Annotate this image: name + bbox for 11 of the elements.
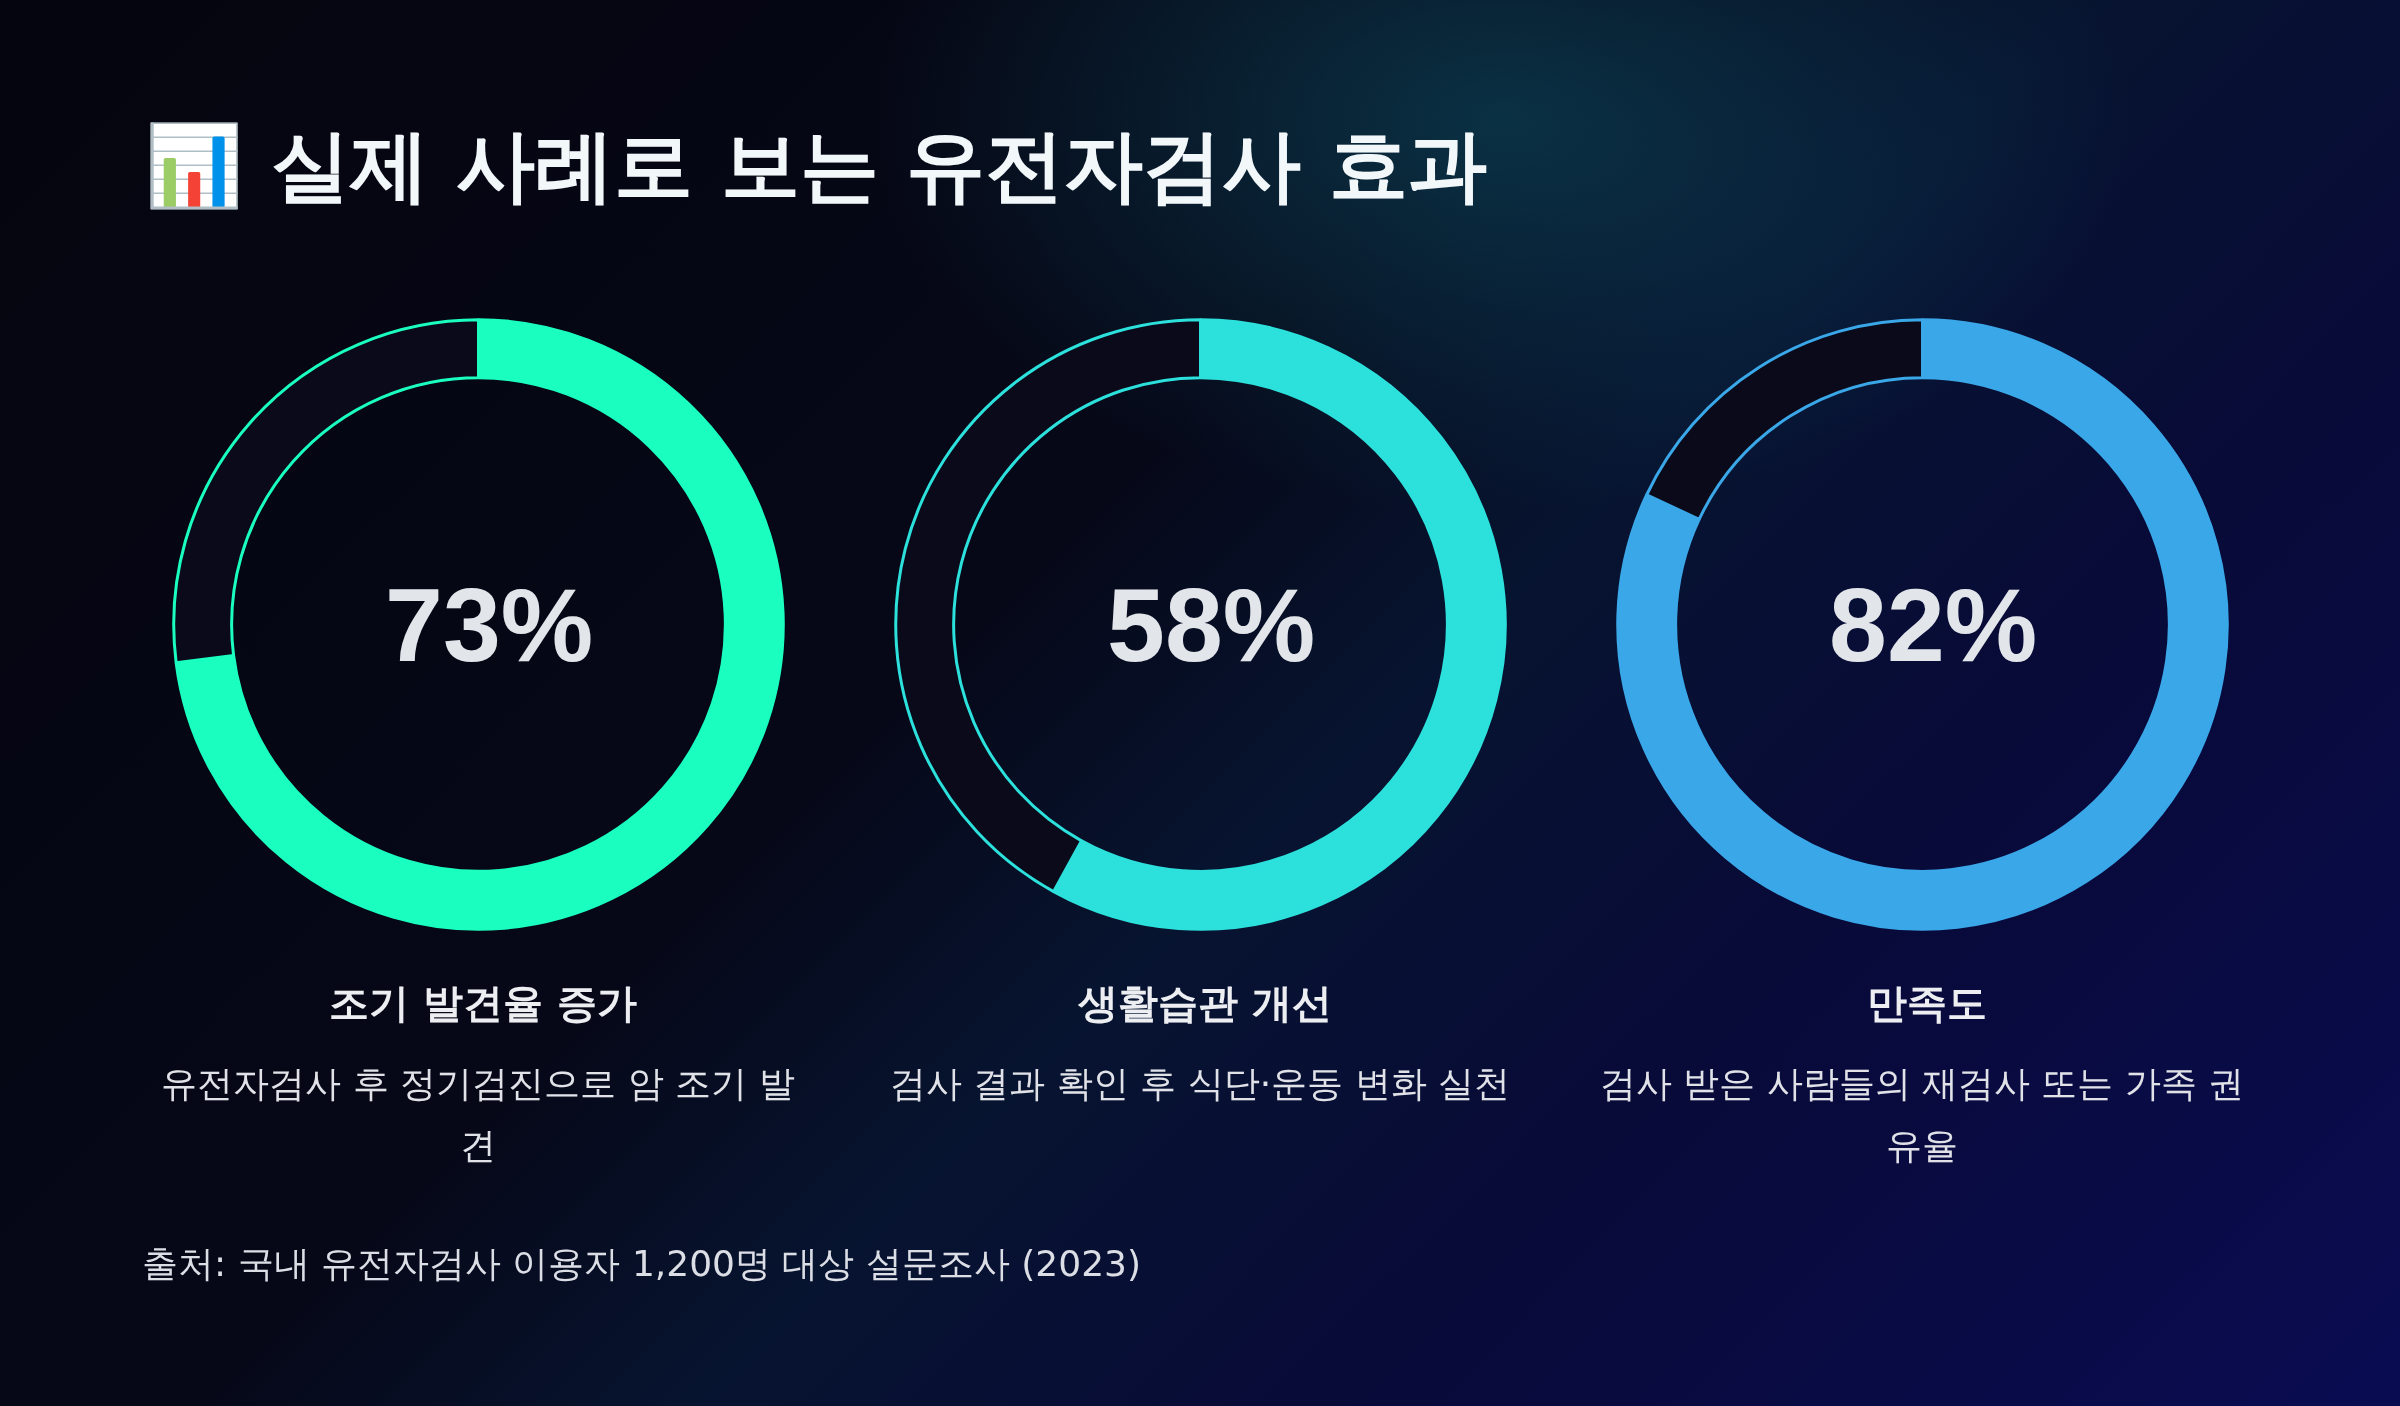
- text: 생활습관 개선: [1078, 979, 1332, 1027]
- data-label: 73%: [385, 566, 594, 683]
- text: 유전자검사 후 정기검진으로 암 조기 발견: [160, 1062, 796, 1168]
- text: 검사 받은 사람들의 재검사 또는 가족 권유율: [1598, 1062, 2246, 1168]
- data-label: 58%: [1107, 566, 1316, 683]
- text: 📊 실제 사례로 보는 유전자검사 효과: [145, 120, 1487, 212]
- text: 검사 결과 확인 후 식단·운동 변화 실천: [889, 1062, 1511, 1106]
- data-label: 82%: [1829, 566, 2038, 683]
- text: 만족도: [1867, 979, 1987, 1027]
- source-note: 출처: 국내 유전자검사 이용자 1,200명 대상 설문조사 (2023): [142, 1242, 1141, 1286]
- text: 조기 발견율 증가: [329, 979, 637, 1027]
